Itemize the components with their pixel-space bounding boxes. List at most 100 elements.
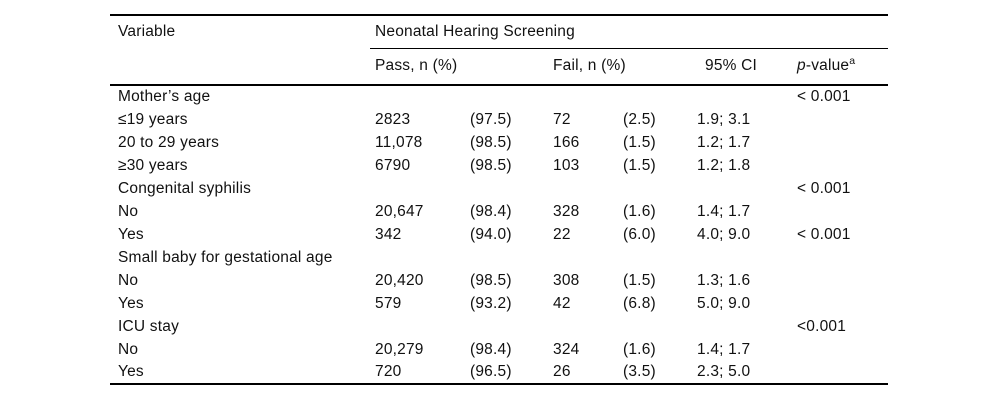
- value-cell: < 0.001: [797, 225, 851, 243]
- value-cell: (1.5): [623, 133, 656, 151]
- value-cell: [790, 108, 888, 131]
- value-cell: 720: [375, 363, 402, 380]
- variable-cell: No: [118, 202, 139, 220]
- variable-cell: ICU stay: [118, 317, 180, 335]
- value-cell: < 0.001: [797, 88, 851, 105]
- value-cell: 1.3; 1.6: [697, 271, 751, 289]
- value-cell: 308: [553, 271, 580, 289]
- data-row: Yes 579 (93.2) 42 (6.8) 5.0; 9.0: [110, 292, 888, 315]
- value-cell: (98.5): [470, 133, 512, 151]
- variable-cell: Yes: [118, 225, 144, 243]
- value-cell: [692, 85, 790, 108]
- data-row: 20 to 29 years 11,078 (98.5) 166 (1.5) 1.2; 1…: [110, 131, 888, 154]
- value-cell: 26: [553, 363, 571, 380]
- neonatal-hearing-screening-table: Variable Neonatal Hearing Screening Pass…: [110, 14, 888, 385]
- data-row: Yes 720 (96.5) 26 (3.5) 2.3; 5.0: [110, 361, 888, 384]
- pvalue-p-italic: p: [797, 57, 806, 75]
- section-row: ICU stay <0.001: [110, 315, 888, 338]
- value-cell: 103: [553, 156, 580, 174]
- sub-header-row: Pass, n (%) Fail, n (%) 95% CI p-valuea: [110, 48, 888, 86]
- value-cell: 1.2; 1.8: [697, 156, 751, 174]
- value-cell: (94.0): [470, 225, 512, 243]
- value-cell: 1.9; 3.1: [697, 110, 751, 128]
- value-cell: [692, 177, 790, 200]
- variable-cell: Yes: [118, 294, 144, 312]
- value-cell: (97.5): [470, 110, 512, 128]
- value-cell: [370, 85, 465, 108]
- pvalue-footnote-marker: a: [849, 55, 856, 68]
- value-cell: [790, 246, 888, 269]
- value-cell: [465, 85, 548, 108]
- value-cell: [790, 361, 888, 384]
- value-cell: [465, 315, 548, 338]
- variable-cell: Mother’s age: [118, 88, 211, 105]
- value-cell: 166: [553, 133, 580, 151]
- value-cell: 1.4; 1.7: [697, 202, 751, 220]
- value-cell: [790, 154, 888, 177]
- variable-cell: 20 to 29 years: [118, 133, 220, 151]
- value-cell: [370, 315, 465, 338]
- value-cell: [465, 177, 548, 200]
- value-cell: 328: [553, 202, 580, 220]
- data-row: ≥30 years 6790 (98.5) 103 (1.5) 1.2; 1.8: [110, 154, 888, 177]
- variable-cell: Yes: [118, 363, 144, 380]
- value-cell: 324: [553, 340, 580, 358]
- value-cell: [790, 131, 888, 154]
- value-cell: < 0.001: [797, 179, 851, 197]
- data-row: ≤19 years 2823 (97.5) 72 (2.5) 1.9; 3.1: [110, 108, 888, 131]
- variable-cell: ≥30 years: [118, 156, 188, 174]
- column-header-ci: 95% CI: [692, 48, 790, 86]
- value-cell: <0.001: [797, 317, 847, 335]
- value-cell: (6.0): [623, 225, 656, 243]
- value-cell: (98.4): [470, 340, 512, 358]
- value-cell: 579: [375, 294, 402, 312]
- value-cell: [370, 177, 465, 200]
- value-cell: 342: [375, 225, 402, 243]
- value-cell: [618, 85, 692, 108]
- value-cell: 20,647: [375, 202, 424, 220]
- section-row: Congenital syphilis < 0.001: [110, 177, 888, 200]
- section-row: Small baby for gestational age: [110, 246, 888, 269]
- value-cell: [790, 292, 888, 315]
- value-cell: [548, 246, 618, 269]
- value-cell: (1.5): [623, 156, 656, 174]
- value-cell: [618, 177, 692, 200]
- group-header-row: Variable Neonatal Hearing Screening: [110, 15, 888, 49]
- column-header-pvalue: p-valuea: [790, 48, 888, 86]
- value-cell: (96.5): [470, 363, 512, 380]
- variable-cell: No: [118, 340, 139, 358]
- data-row: No 20,279 (98.4) 324 (1.6) 1.4; 1.7: [110, 338, 888, 361]
- data-row: Yes 342 (94.0) 22 (6.0) 4.0; 9.0 < 0.001: [110, 223, 888, 246]
- value-cell: [618, 246, 692, 269]
- value-cell: (98.4): [470, 202, 512, 220]
- column-header-pass: Pass, n (%): [370, 48, 548, 86]
- column-header-empty: [110, 48, 370, 86]
- value-cell: 20,420: [375, 271, 424, 289]
- value-cell: 20,279: [375, 340, 424, 358]
- value-cell: 5.0; 9.0: [697, 294, 751, 312]
- value-cell: (3.5): [623, 363, 656, 380]
- value-cell: 1.2; 1.7: [697, 133, 751, 151]
- value-cell: 6790: [375, 156, 411, 174]
- pvalue-rest: -value: [805, 57, 850, 75]
- value-cell: [790, 200, 888, 223]
- variable-cell: ≤19 years: [118, 110, 188, 128]
- value-cell: [465, 246, 548, 269]
- value-cell: 2823: [375, 110, 411, 128]
- variable-cell: Small baby for gestational age: [118, 248, 333, 266]
- value-cell: (1.6): [623, 202, 656, 220]
- value-cell: (93.2): [470, 294, 512, 312]
- value-cell: [790, 269, 888, 292]
- value-cell: [548, 85, 618, 108]
- value-cell: [548, 177, 618, 200]
- value-cell: 42: [553, 294, 571, 312]
- data-row: No 20,420 (98.5) 308 (1.5) 1.3; 1.6: [110, 269, 888, 292]
- value-cell: 2.3; 5.0: [697, 363, 751, 380]
- column-header-fail: Fail, n (%): [548, 48, 692, 86]
- value-cell: 1.4; 1.7: [697, 340, 751, 358]
- value-cell: 72: [553, 110, 571, 128]
- value-cell: (2.5): [623, 110, 656, 128]
- section-row: Mother’s age < 0.001: [110, 85, 888, 108]
- value-cell: (1.5): [623, 271, 656, 289]
